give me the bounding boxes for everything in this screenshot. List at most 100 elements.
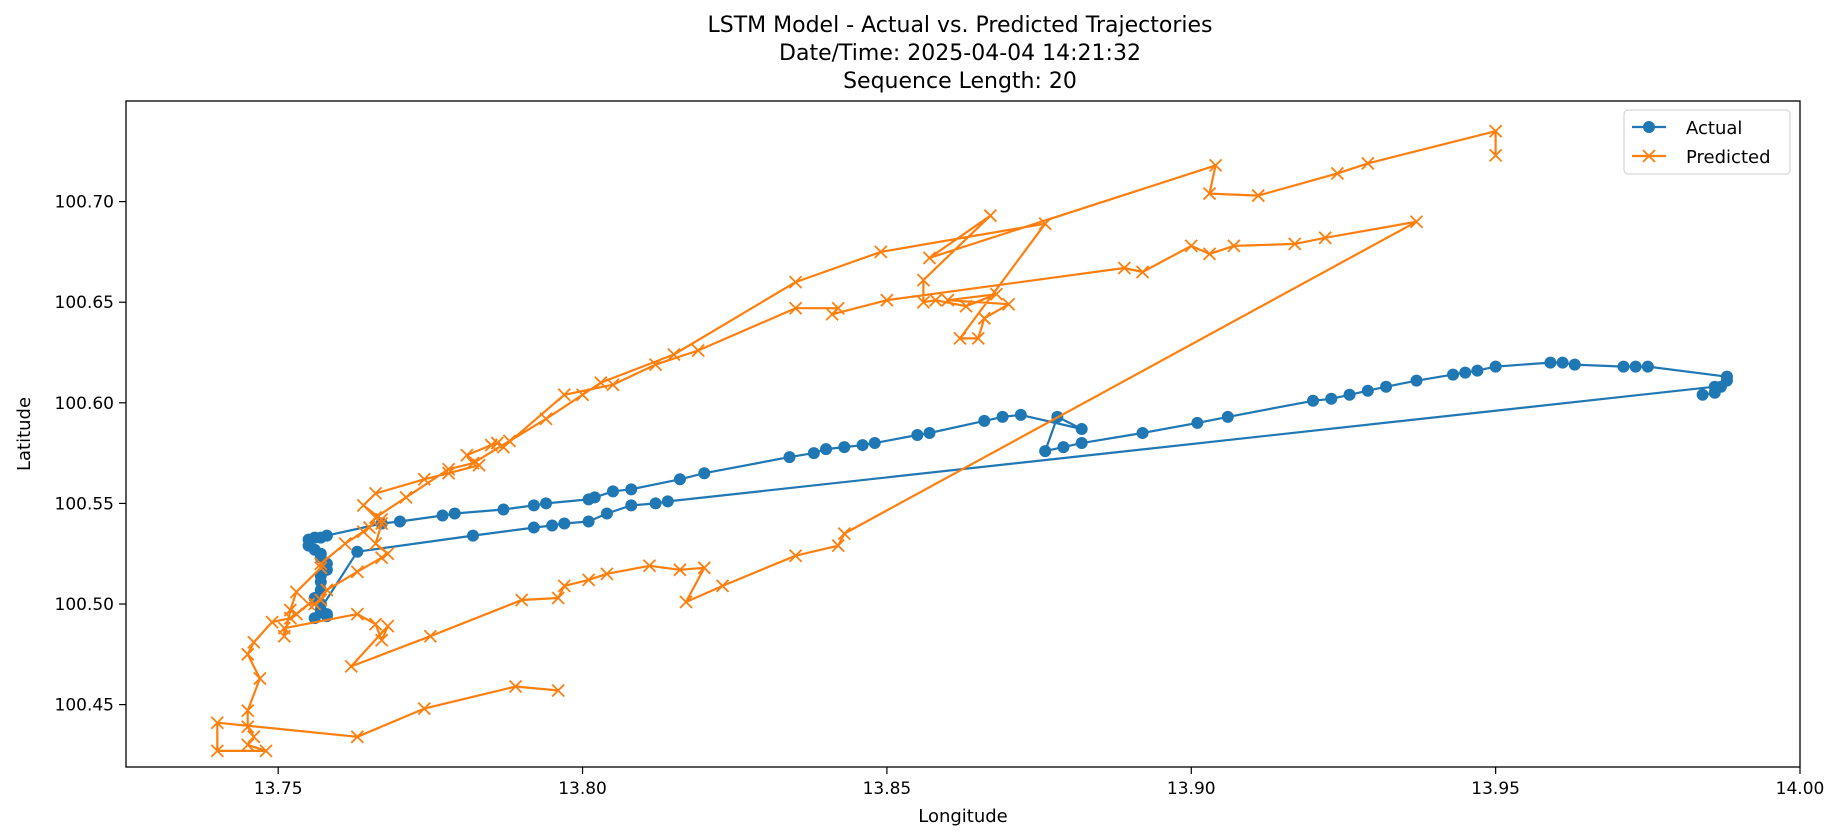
data-point-predicted bbox=[356, 524, 371, 539]
data-point-predicted bbox=[1202, 186, 1217, 201]
data-point-predicted bbox=[210, 744, 224, 758]
data-point-actual bbox=[582, 515, 595, 528]
data-point-predicted bbox=[350, 607, 364, 621]
data-point-predicted bbox=[600, 567, 614, 581]
data-point-actual bbox=[527, 521, 540, 534]
data-point-predicted bbox=[1489, 148, 1503, 162]
data-point-predicted bbox=[831, 301, 845, 315]
x-tick-label: 13.85 bbox=[863, 779, 912, 799]
data-point-actual bbox=[1307, 394, 1320, 407]
data-point-predicted bbox=[557, 388, 571, 402]
data-point-predicted bbox=[375, 516, 389, 531]
data-point-predicted bbox=[350, 730, 364, 744]
x-tick-label: 13.95 bbox=[1471, 779, 1520, 799]
data-point-actual bbox=[1447, 368, 1460, 381]
plot-area bbox=[210, 124, 1733, 758]
data-point-predicted bbox=[441, 462, 456, 476]
data-point-predicted bbox=[314, 561, 328, 575]
data-point-predicted bbox=[368, 617, 383, 631]
data-point-actual bbox=[546, 519, 559, 532]
data-point-predicted bbox=[515, 593, 529, 607]
data-point-actual bbox=[838, 441, 851, 454]
data-point-actual bbox=[1720, 370, 1733, 383]
data-point-predicted bbox=[715, 579, 730, 593]
data-point-actual bbox=[1380, 380, 1393, 393]
data-point-predicted bbox=[539, 412, 553, 426]
data-point-predicted bbox=[259, 744, 273, 758]
data-point-predicted bbox=[423, 629, 438, 643]
data-point-actual bbox=[1039, 445, 1052, 458]
data-point-predicted bbox=[247, 730, 261, 744]
data-point-predicted bbox=[308, 597, 322, 611]
chart-title: LSTM Model - Actual vs. Predicted Trajec… bbox=[708, 13, 1213, 94]
y-tick-label: 100.50 bbox=[55, 595, 114, 615]
data-point-predicted bbox=[460, 448, 474, 462]
data-point-predicted bbox=[1330, 166, 1345, 181]
data-point-predicted bbox=[496, 440, 511, 454]
x-tick-label: 13.90 bbox=[1167, 779, 1216, 799]
data-point-predicted bbox=[581, 573, 596, 587]
data-point-predicted bbox=[642, 559, 657, 573]
data-point-predicted bbox=[1489, 124, 1503, 138]
data-point-predicted bbox=[417, 472, 431, 486]
data-point-actual bbox=[582, 493, 595, 506]
data-point-predicted bbox=[381, 619, 395, 633]
data-point-predicted bbox=[210, 716, 224, 730]
data-point-predicted bbox=[648, 357, 663, 372]
data-point-actual bbox=[1489, 360, 1502, 373]
data-point-predicted bbox=[697, 561, 711, 575]
x-tick-label: 13.80 bbox=[558, 779, 607, 799]
x-axis: 13.75 13.80 13.85 13.90 13.95 14.00 bbox=[254, 767, 1824, 799]
data-point-predicted bbox=[314, 557, 328, 571]
data-point-predicted bbox=[1227, 239, 1241, 253]
data-point-actual bbox=[606, 485, 619, 498]
data-point-predicted bbox=[368, 537, 383, 551]
data-point-actual bbox=[1014, 408, 1027, 421]
data-point-actual bbox=[698, 467, 711, 480]
data-point-predicted bbox=[1202, 247, 1217, 261]
data-point-predicted bbox=[916, 295, 931, 309]
data-point-actual bbox=[923, 426, 936, 439]
data-point-actual bbox=[1343, 388, 1356, 401]
data-point-actual bbox=[466, 529, 479, 542]
data-point-actual bbox=[625, 483, 638, 496]
data-point-predicted bbox=[1409, 215, 1424, 229]
data-point-predicted bbox=[241, 720, 255, 734]
y-tick-label: 100.45 bbox=[55, 696, 114, 716]
data-point-predicted bbox=[1251, 188, 1265, 203]
data-point-predicted bbox=[953, 331, 967, 346]
legend-actual-marker bbox=[1643, 121, 1655, 133]
data-point-predicted bbox=[441, 466, 456, 480]
chart-title-line-3: Sequence Length: 20 bbox=[843, 69, 1077, 94]
legend: Actual Predicted bbox=[1623, 109, 1791, 175]
data-point-actual bbox=[1556, 356, 1569, 369]
data-point-predicted bbox=[484, 438, 498, 452]
data-point-predicted bbox=[508, 679, 523, 694]
data-point-predicted bbox=[362, 520, 377, 535]
data-point-predicted bbox=[344, 659, 358, 674]
data-point-predicted bbox=[1117, 261, 1131, 275]
data-point-predicted bbox=[289, 607, 304, 621]
data-point-predicted bbox=[1135, 265, 1150, 279]
data-point-predicted bbox=[472, 458, 486, 472]
chart-title-line-1: LSTM Model - Actual vs. Predicted Trajec… bbox=[708, 13, 1213, 38]
y-axis: 100.45 100.50 100.55 100.60 100.65 100.70 bbox=[55, 193, 126, 716]
data-point-predicted bbox=[928, 293, 943, 307]
data-point-predicted bbox=[320, 583, 334, 597]
data-point-predicted bbox=[983, 209, 998, 223]
data-point-predicted bbox=[788, 549, 803, 563]
data-point-predicted bbox=[941, 293, 955, 307]
data-point-predicted bbox=[831, 539, 845, 553]
data-point-actual bbox=[351, 545, 364, 558]
data-point-predicted bbox=[375, 551, 389, 565]
data-point-actual bbox=[996, 410, 1009, 423]
data-point-actual bbox=[1410, 374, 1423, 387]
data-point-predicted bbox=[247, 635, 261, 649]
x-tick-label: 14.00 bbox=[1776, 779, 1825, 799]
data-point-predicted bbox=[1038, 217, 1052, 231]
data-point-predicted bbox=[356, 498, 371, 513]
data-point-predicted bbox=[1208, 158, 1223, 173]
data-point-predicted bbox=[788, 275, 803, 289]
data-point-predicted bbox=[241, 704, 255, 718]
